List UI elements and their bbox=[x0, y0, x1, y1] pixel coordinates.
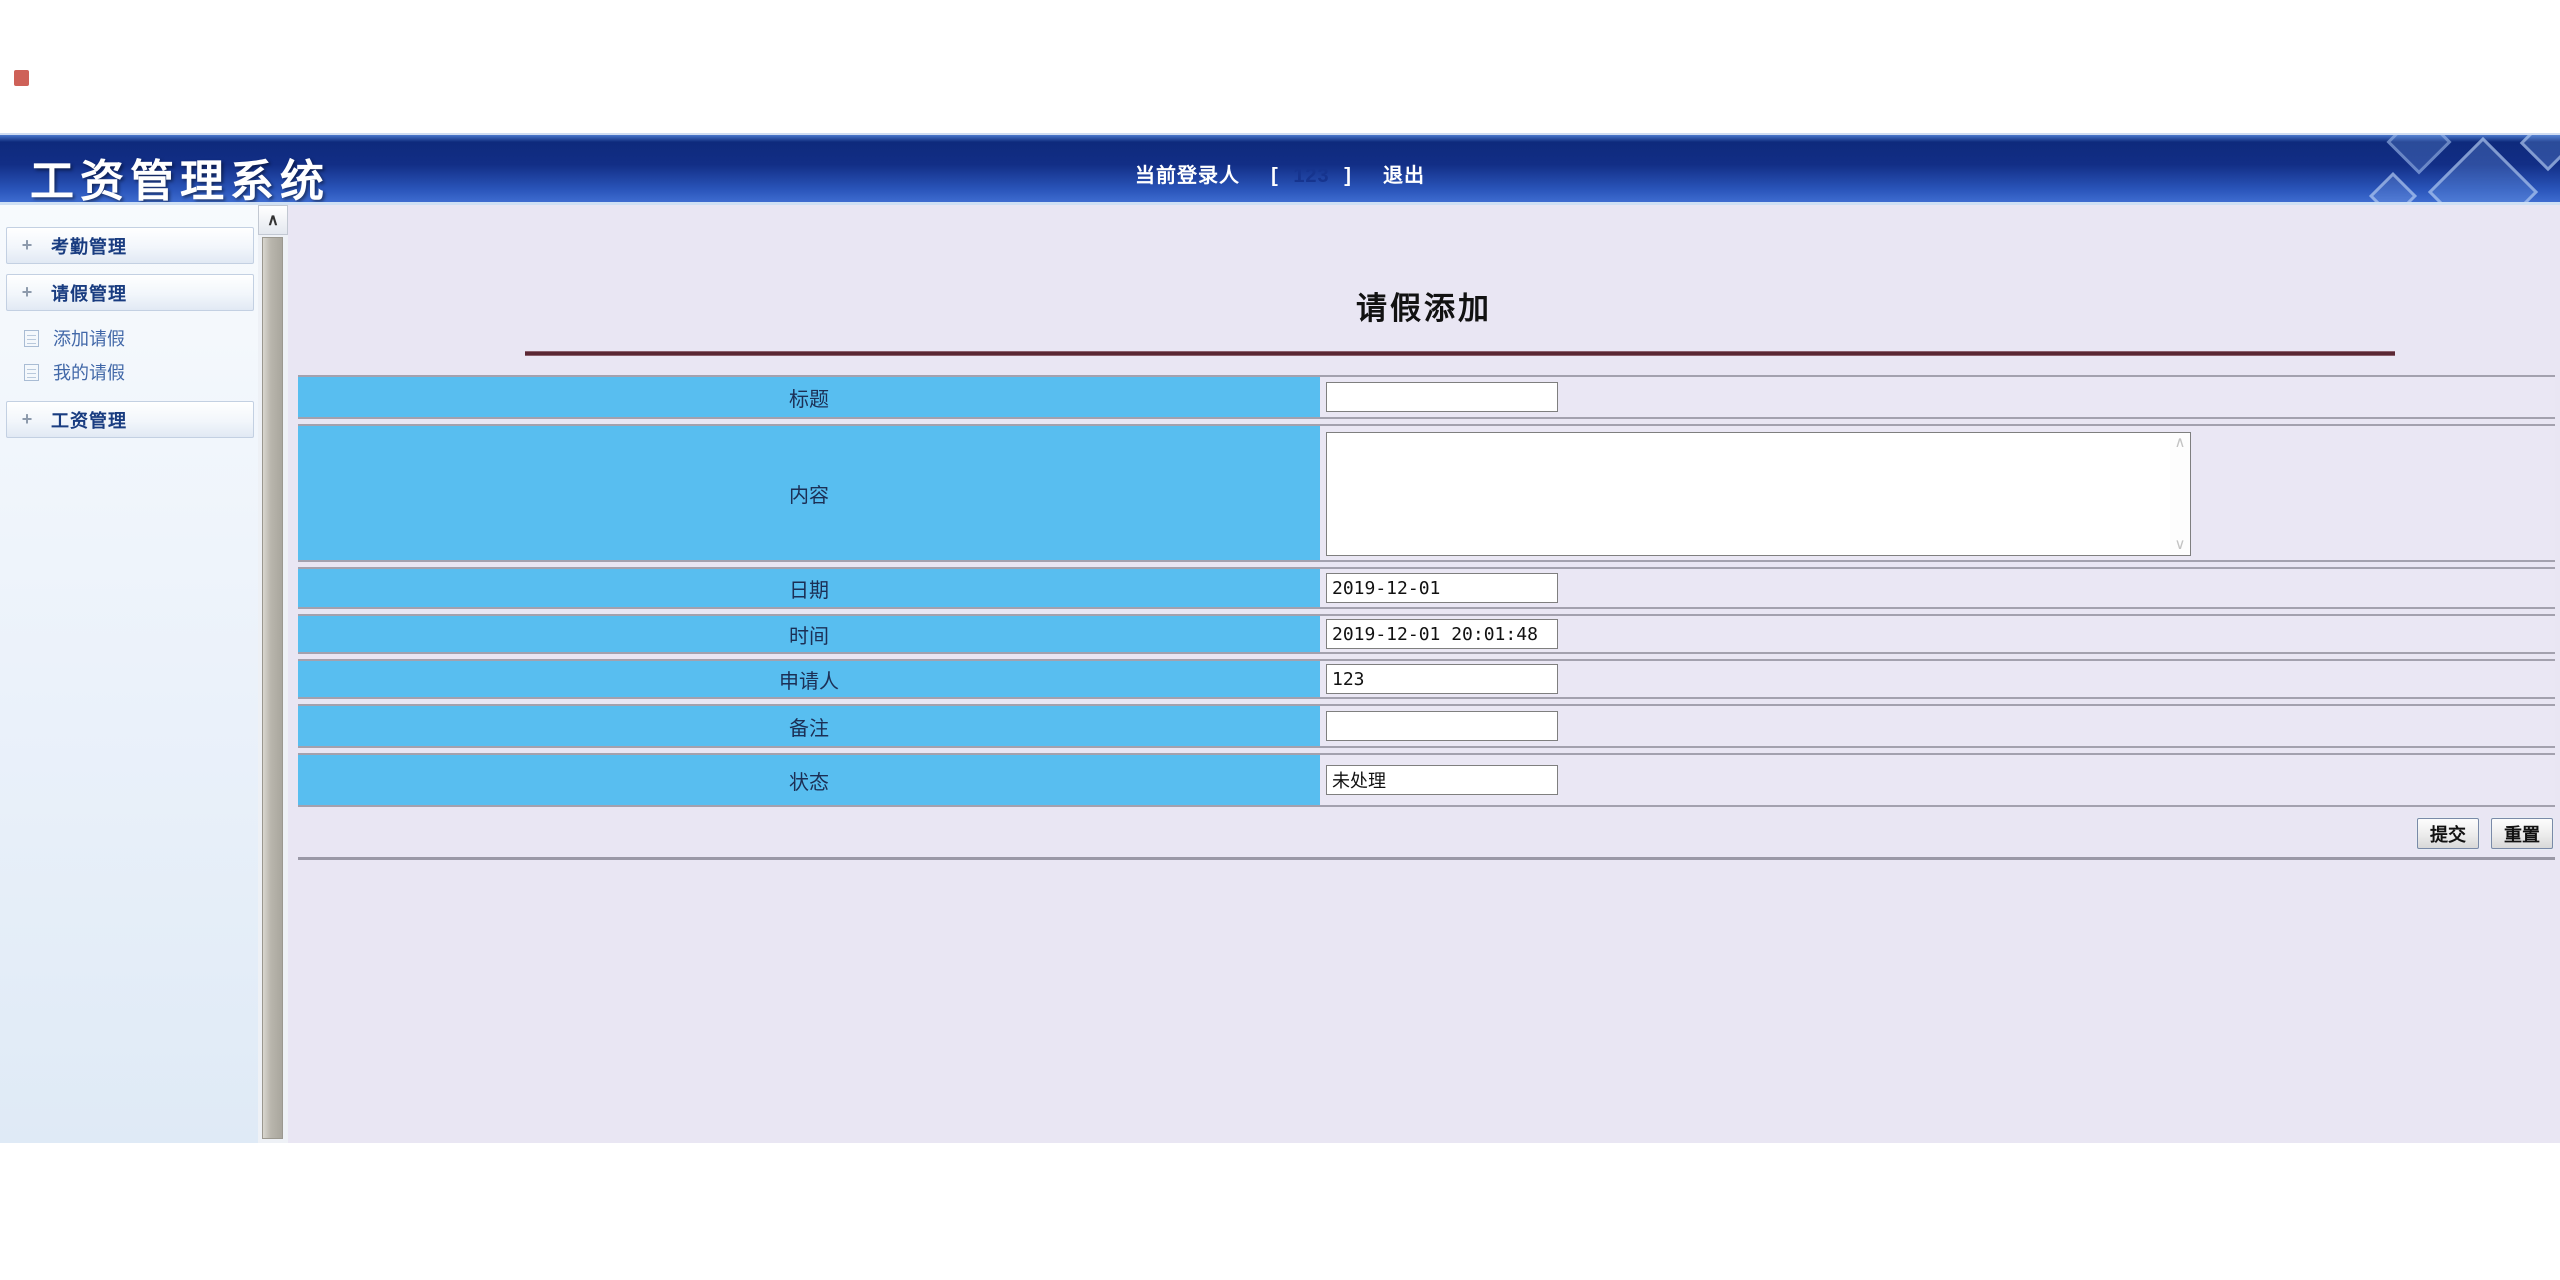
form-row-applicant: 申请人 bbox=[298, 659, 2555, 699]
reset-button[interactable]: 重置 bbox=[2491, 818, 2553, 849]
app-title: 工资管理系统 bbox=[30, 157, 330, 205]
applicant-input[interactable] bbox=[1326, 664, 1558, 694]
textarea-scrollbar[interactable]: ∧ ∨ bbox=[2170, 433, 2190, 555]
scroll-up-arrow-icon[interactable]: ∧ bbox=[2174, 434, 2186, 451]
form-actions: 提交 重置 bbox=[298, 812, 2555, 857]
document-icon bbox=[24, 363, 39, 381]
scrollbar-thumb[interactable] bbox=[262, 237, 283, 1139]
submit-button[interactable]: 提交 bbox=[2417, 818, 2479, 849]
field-label-title: 标题 bbox=[298, 377, 1320, 417]
scroll-up-arrow-icon[interactable]: ∧ bbox=[258, 205, 288, 235]
logged-in-username: 123 bbox=[1293, 165, 1330, 187]
sidebar-item-add-leave[interactable]: 添加请假 bbox=[0, 321, 258, 355]
sidebar-item-leave-management[interactable]: + 请假管理 bbox=[6, 274, 254, 311]
field-label-remark: 备注 bbox=[298, 706, 1320, 746]
form-row-content: 内容 ∧ ∨ bbox=[298, 424, 2555, 562]
sidebar-item-label: 请假管理 bbox=[51, 283, 127, 304]
sidebar-item-attendance-management[interactable]: + 考勤管理 bbox=[6, 227, 254, 264]
sidebar-item-label: 考勤管理 bbox=[51, 236, 127, 257]
bracket-open: [ bbox=[1271, 165, 1279, 187]
page-title: 请假添加 bbox=[1356, 291, 1492, 326]
main-content: 请假添加 标题 内容 ∧ ∨ bbox=[288, 205, 2560, 1143]
title-divider bbox=[525, 351, 2395, 356]
form-row-time: 时间 bbox=[298, 614, 2555, 654]
title-input[interactable] bbox=[1326, 382, 1558, 412]
sidebar-menu: + 考勤管理 + 请假管理 添加请假 我的请假 + 工资管理 bbox=[0, 205, 258, 1143]
form-row-remark: 备注 bbox=[298, 704, 2555, 748]
field-label-content: 内容 bbox=[298, 426, 1320, 560]
remark-input[interactable] bbox=[1326, 711, 1558, 741]
status-input[interactable] bbox=[1326, 765, 1558, 795]
form-row-status: 状态 bbox=[298, 753, 2555, 807]
scroll-down-arrow-icon[interactable]: ∨ bbox=[2174, 536, 2186, 553]
field-label-time: 时间 bbox=[298, 616, 1320, 652]
table-bottom-divider bbox=[298, 857, 2555, 860]
expand-plus-icon[interactable]: + bbox=[21, 409, 33, 429]
expand-plus-icon[interactable]: + bbox=[21, 235, 33, 255]
form-row-title: 标题 bbox=[298, 375, 2555, 419]
sidebar-scrollbar[interactable]: ∧ bbox=[258, 205, 288, 1143]
field-label-applicant: 申请人 bbox=[298, 661, 1320, 697]
sidebar-subitem-label: 添加请假 bbox=[53, 329, 125, 349]
sidebar-item-salary-management[interactable]: + 工资管理 bbox=[6, 401, 254, 438]
login-user-label: 当前登录人 bbox=[1134, 165, 1240, 187]
app-header: 工资管理系统 当前登录人 [ 123 ] 退出 bbox=[0, 133, 2560, 205]
login-status-bar: 当前登录人 [ 123 ] 退出 bbox=[0, 159, 2560, 188]
leave-submenu: 添加请假 我的请假 bbox=[0, 321, 258, 389]
logout-link[interactable]: 退出 bbox=[1383, 165, 1426, 187]
field-label-status: 状态 bbox=[298, 755, 1320, 805]
content-textarea-frame: ∧ ∨ bbox=[1326, 432, 2191, 556]
form-row-date: 日期 bbox=[298, 567, 2555, 609]
time-input[interactable] bbox=[1326, 619, 1558, 649]
sidebar-subitem-label: 我的请假 bbox=[53, 363, 125, 383]
bracket-close: ] bbox=[1344, 165, 1352, 187]
expand-plus-icon[interactable]: + bbox=[21, 282, 33, 302]
document-icon bbox=[24, 329, 39, 347]
leave-add-form: 标题 内容 ∧ ∨ 日期 bbox=[298, 375, 2555, 860]
date-input[interactable] bbox=[1326, 573, 1558, 603]
field-label-date: 日期 bbox=[298, 569, 1320, 607]
red-dot-mark bbox=[14, 70, 29, 86]
sidebar-item-label: 工资管理 bbox=[51, 410, 127, 431]
content-textarea[interactable] bbox=[1327, 433, 2170, 555]
sidebar-item-my-leave[interactable]: 我的请假 bbox=[0, 355, 258, 389]
